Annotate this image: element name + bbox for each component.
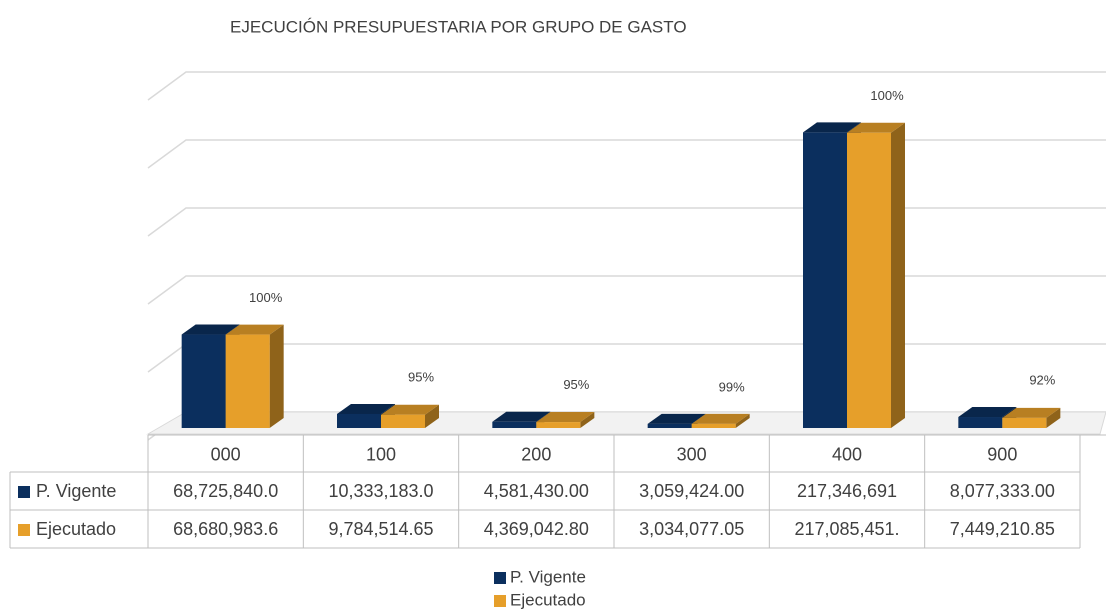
bar	[492, 421, 537, 428]
bar	[803, 132, 847, 428]
table-cell: 68,680,983.6	[173, 519, 278, 539]
bar	[647, 423, 692, 428]
bar-side	[580, 412, 595, 428]
x-tick-label: 400	[832, 444, 862, 464]
bar	[847, 132, 891, 428]
bar-top	[225, 324, 284, 335]
bar-side	[269, 324, 284, 428]
legend-swatch	[494, 595, 506, 607]
chart-title: EJECUCIÓN PRESUPUESTARIA POR GRUPO DE GA…	[230, 17, 687, 36]
data-label: 95%	[563, 377, 589, 392]
bar-top	[803, 122, 861, 133]
bar-top	[958, 407, 1017, 418]
legend-swatch	[18, 486, 30, 498]
table-cell: 68,725,840.0	[173, 481, 278, 501]
bar-top	[536, 412, 595, 423]
bar	[181, 334, 226, 428]
grid-line	[147, 71, 1106, 101]
legend-label: P. Vigente	[510, 567, 586, 586]
table-cell: 9,784,514.65	[328, 519, 433, 539]
legend-label: Ejecutado	[510, 590, 586, 609]
bar-side	[735, 413, 750, 428]
bar-top	[492, 411, 551, 422]
table-cell: 217,085,451.	[794, 519, 899, 539]
bar-top	[181, 324, 240, 335]
grid-line	[147, 207, 1106, 237]
legend-label: Ejecutado	[36, 519, 116, 539]
legend-swatch	[494, 572, 506, 584]
bar	[381, 414, 425, 428]
bar-top	[1002, 407, 1061, 418]
table-cell: 3,034,077.05	[639, 519, 744, 539]
bar	[691, 423, 736, 428]
grid-line	[147, 275, 1106, 305]
table-cell: 4,581,430.00	[484, 481, 589, 501]
bar	[225, 334, 270, 428]
bar	[958, 417, 1003, 428]
table-cell: 4,369,042.80	[484, 519, 589, 539]
bar-top	[381, 404, 439, 415]
bar	[337, 413, 381, 428]
bar-top	[691, 413, 750, 424]
data-label: 100%	[249, 290, 283, 305]
grid-line	[147, 343, 1106, 373]
grid-line	[147, 139, 1106, 169]
x-tick-label: 900	[987, 444, 1017, 464]
data-label: 99%	[719, 379, 745, 394]
x-tick-label: 100	[366, 444, 396, 464]
table-cell: 7,449,210.85	[950, 519, 1055, 539]
table-cell: 10,333,183.0	[328, 481, 433, 501]
x-tick-label: 000	[211, 444, 241, 464]
data-label: 92%	[1029, 372, 1055, 387]
x-tick-label: 200	[521, 444, 551, 464]
legend-label: P. Vigente	[36, 481, 116, 501]
data-label: 100%	[870, 88, 904, 103]
bar	[1002, 417, 1047, 428]
bar-top	[647, 413, 706, 424]
bar-side	[425, 404, 439, 428]
bar-top	[847, 122, 905, 133]
x-tick-label: 300	[677, 444, 707, 464]
bar	[536, 422, 581, 428]
bar-side	[891, 122, 905, 428]
legend-swatch	[18, 524, 30, 536]
table-cell: 3,059,424.00	[639, 481, 744, 501]
table-cell: 217,346,691	[797, 481, 897, 501]
bar-side	[1046, 407, 1061, 428]
bar-top	[337, 403, 395, 414]
table-cell: 8,077,333.00	[950, 481, 1055, 501]
data-label: 95%	[408, 369, 434, 384]
